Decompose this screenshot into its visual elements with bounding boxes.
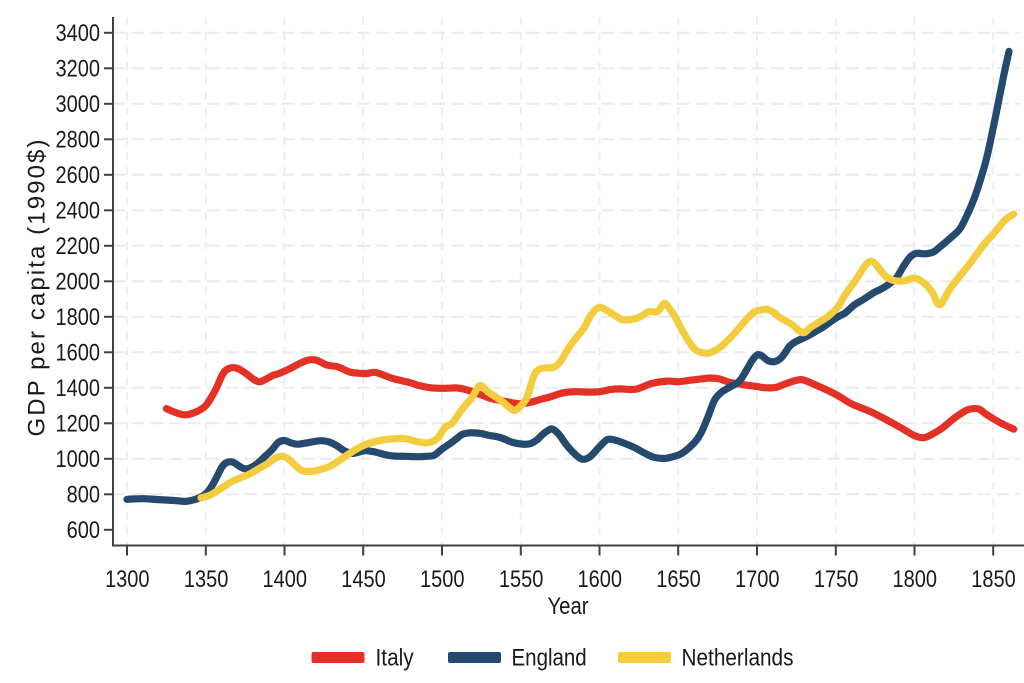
svg-text:1700: 1700 [735,566,780,593]
svg-text:1550: 1550 [499,566,544,593]
svg-text:3000: 3000 [56,91,101,118]
svg-text:1600: 1600 [56,339,101,366]
svg-text:1300: 1300 [105,566,150,593]
svg-text:1000: 1000 [56,446,101,473]
svg-text:1500: 1500 [420,566,465,593]
svg-text:GDP per capita (1990$): GDP per capita (1990$) [24,140,51,437]
svg-text:1800: 1800 [56,304,101,331]
svg-text:1800: 1800 [893,566,938,593]
svg-text:2000: 2000 [56,268,101,295]
svg-text:1200: 1200 [56,410,101,437]
svg-text:3200: 3200 [56,55,101,82]
svg-text:1650: 1650 [656,566,701,593]
svg-text:1350: 1350 [184,566,229,593]
svg-text:1750: 1750 [814,566,859,593]
svg-text:800: 800 [67,481,100,508]
svg-text:2200: 2200 [56,233,101,260]
svg-text:1400: 1400 [56,375,101,402]
svg-text:1450: 1450 [341,566,386,593]
svg-text:3400: 3400 [56,20,101,47]
svg-text:1400: 1400 [263,566,308,593]
svg-text:2600: 2600 [56,162,101,189]
svg-text:600: 600 [67,517,100,544]
svg-text:1850: 1850 [971,566,1016,593]
svg-text:2800: 2800 [56,126,101,153]
svg-text:Netherlands: Netherlands [682,645,794,672]
svg-text:Year: Year [548,593,589,620]
svg-text:2400: 2400 [56,197,101,224]
svg-text:England: England [512,645,587,672]
svg-text:1600: 1600 [578,566,623,593]
svg-text:Italy: Italy [376,645,414,672]
